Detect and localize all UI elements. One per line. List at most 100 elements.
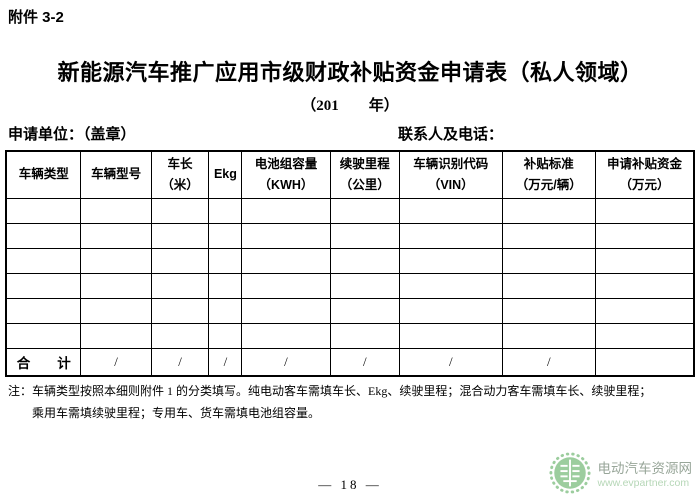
empty-cell (329, 273, 401, 299)
empty-cell (329, 323, 401, 349)
empty-cell (399, 198, 503, 224)
empty-cell (5, 248, 82, 274)
header-line2: （米） (161, 178, 199, 192)
col-header-subsidy-standard: 补贴标准 （万元/辆） (501, 150, 597, 199)
empty-cell (5, 198, 82, 224)
empty-cell (399, 298, 503, 324)
empty-cell (501, 273, 597, 299)
empty-cell (399, 223, 503, 249)
empty-cell (595, 248, 695, 274)
empty-cell (208, 273, 243, 299)
empty-cell (80, 248, 152, 274)
header-line2: （公里） (339, 178, 390, 192)
header-line2: （VIN） (427, 178, 474, 192)
empty-data-row (5, 273, 695, 299)
empty-cell (150, 298, 210, 324)
empty-cell (5, 273, 82, 299)
empty-cell (595, 323, 695, 349)
empty-cell (208, 323, 243, 349)
col-header-vehicle-length: 车长 （米） (150, 150, 210, 199)
col-header-vin: 车辆识别代码 （VIN） (399, 150, 503, 199)
empty-cell (501, 248, 597, 274)
empty-cell (241, 298, 331, 324)
total-cell-slash: / (150, 348, 210, 377)
footnote-line2: 乘用车需填续驶里程；专用车、货车需填电池组容量。 (32, 405, 321, 420)
page-number: — 18 — (318, 477, 382, 492)
header-line1: 车辆类型 (18, 167, 69, 182)
header-line1: 车辆型号 (91, 167, 142, 182)
table-header-row: 车辆类型 车辆型号 车长 （米） Ekg 电池组容量 （KWH） 续驶里程 （ (5, 150, 695, 199)
empty-cell (241, 198, 331, 224)
empty-cell (150, 323, 210, 349)
footnote-line1: 车辆类型按照本细则附件 1 的分类填写。纯电动客车需填车长、Ekg、续驶里程；混… (32, 384, 652, 398)
watermark-site-name: 电动汽车资源网 (597, 460, 693, 476)
col-header-vehicle-model: 车辆型号 (80, 150, 152, 199)
empty-data-row (5, 323, 695, 349)
header-line1: 电池组容量 (254, 156, 318, 171)
table-body: 合 计 / / / / / / / (5, 198, 695, 377)
contact-phone-label: 联系人及电话： (398, 127, 504, 143)
empty-cell (5, 323, 82, 349)
applicant-unit-label: 申请单位：（盖章） (8, 127, 136, 143)
empty-cell (80, 273, 152, 299)
attachment-label: 附件 3-2 (8, 9, 64, 26)
empty-cell (80, 223, 152, 249)
empty-cell (5, 298, 82, 324)
empty-cell (150, 198, 210, 224)
footnote-label: 注： (8, 384, 33, 398)
empty-cell (150, 273, 210, 299)
empty-cell (329, 223, 401, 249)
header-line2: （万元/辆） (515, 178, 582, 192)
empty-cell (329, 298, 401, 324)
watermark: 电动汽车资源网 www.evpartner.com (548, 452, 693, 499)
total-cell-slash: / (501, 348, 597, 377)
footnote-text: 车辆类型按照本细则附件 1 的分类填写。纯电动客车需填车长、Ekg、续驶里程；混… (32, 381, 651, 424)
page-title: 新能源汽车推广应用市级财政补贴资金申请表（私人领域） (57, 60, 643, 85)
empty-cell (80, 198, 152, 224)
empty-cell (241, 273, 331, 299)
header-line1: Ekg (213, 167, 237, 182)
empty-cell (208, 223, 243, 249)
empty-cell (208, 298, 243, 324)
empty-cell (595, 198, 695, 224)
empty-cell (241, 223, 331, 249)
empty-data-row (5, 248, 695, 274)
total-cell-empty (595, 348, 695, 377)
header-line2: （KWH） (258, 178, 314, 192)
empty-cell (208, 248, 243, 274)
subsidy-application-table: 车辆类型 车辆型号 车长 （米） Ekg 电池组容量 （KWH） 续驶里程 （ (5, 150, 695, 377)
header-line1: 补贴标准 (523, 156, 574, 171)
col-header-ekg: Ekg (208, 150, 243, 199)
total-label-cell: 合 计 (5, 348, 82, 377)
empty-cell (399, 248, 503, 274)
empty-cell (329, 198, 401, 224)
info-line: 申请单位：（盖章） 联系人及电话： (0, 123, 700, 145)
header-line1: 续驶里程 (339, 156, 390, 171)
header-line1: 车辆识别代码 (413, 156, 489, 171)
header-line1: 申请补贴资金 (607, 156, 683, 171)
watermark-site-url: www.evpartner.com (597, 477, 690, 490)
watermark-text: 电动汽车资源网 www.evpartner.com (598, 461, 693, 491)
total-row: 合 计 / / / / / / / (5, 348, 695, 377)
total-cell-slash: / (208, 348, 243, 377)
empty-cell (399, 323, 503, 349)
header-line2: （万元） (619, 178, 670, 192)
empty-cell (329, 248, 401, 274)
page-subtitle-year: （201 年） (301, 98, 399, 114)
header-line1: 车长 (167, 156, 193, 171)
total-cell-slash: / (80, 348, 152, 377)
empty-cell (501, 198, 597, 224)
empty-cell (501, 323, 597, 349)
footnote: 注： 车辆类型按照本细则附件 1 的分类填写。纯电动客车需填车长、Ekg、续驶里… (8, 381, 698, 424)
empty-cell (5, 223, 82, 249)
empty-cell (241, 323, 331, 349)
col-header-driving-range: 续驶里程 （公里） (329, 150, 401, 199)
total-cell-slash: / (399, 348, 503, 377)
empty-cell (595, 273, 695, 299)
empty-cell (501, 223, 597, 249)
empty-cell (150, 248, 210, 274)
col-header-vehicle-type: 车辆类型 (5, 150, 82, 199)
empty-data-row (5, 298, 695, 324)
empty-cell (150, 223, 210, 249)
empty-cell (80, 323, 152, 349)
